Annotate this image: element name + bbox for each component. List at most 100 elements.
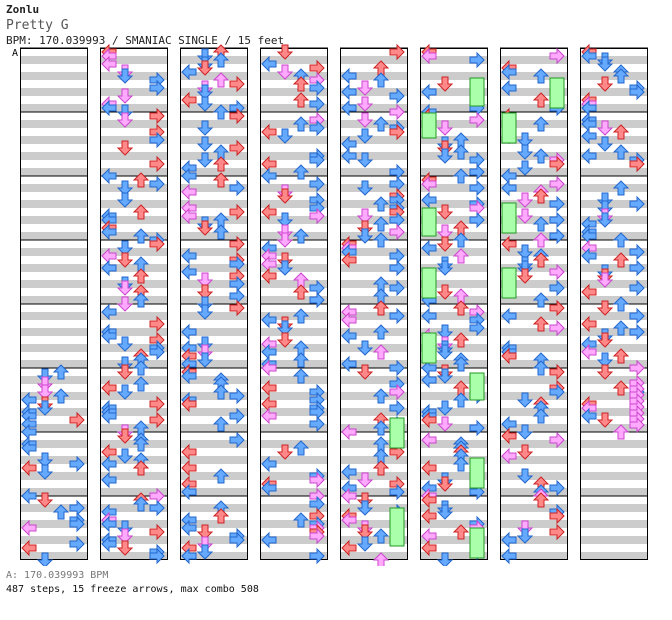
step-arrow xyxy=(101,223,117,241)
freeze-arrow xyxy=(501,112,517,144)
step-arrow xyxy=(149,547,165,565)
step-arrow xyxy=(196,60,214,76)
step-arrow xyxy=(436,504,454,520)
step-arrow xyxy=(532,216,550,232)
step-arrow xyxy=(549,279,565,297)
step-arrow xyxy=(229,107,245,125)
step-arrow xyxy=(389,399,405,417)
step-arrow xyxy=(276,44,294,60)
step-arrow xyxy=(101,471,117,489)
step-arrow xyxy=(181,547,197,565)
step-arrow xyxy=(101,327,117,345)
step-arrow xyxy=(212,104,230,120)
step-arrow xyxy=(181,483,197,501)
step-arrow xyxy=(292,440,310,456)
step-arrow xyxy=(356,524,374,540)
step-arrow xyxy=(341,327,357,345)
step-arrow xyxy=(516,444,534,460)
step-arrow xyxy=(372,344,390,360)
step-arrow xyxy=(629,243,645,261)
step-arrow xyxy=(181,263,197,281)
step-arrow xyxy=(612,144,630,160)
step-arrow xyxy=(309,527,325,545)
step-chart xyxy=(20,43,648,566)
step-arrow xyxy=(196,96,214,112)
step-arrow xyxy=(341,311,357,329)
step-arrow xyxy=(229,75,245,93)
step-arrow xyxy=(612,232,630,248)
step-arrow xyxy=(292,228,310,244)
step-arrow xyxy=(101,99,117,117)
step-arrow xyxy=(341,99,357,117)
step-arrow xyxy=(436,344,454,360)
step-arrow xyxy=(116,528,134,544)
step-arrow xyxy=(532,116,550,132)
step-arrow xyxy=(276,232,294,248)
freeze-arrow xyxy=(389,507,405,547)
step-arrow xyxy=(356,80,374,96)
step-arrow xyxy=(212,468,230,484)
step-arrow xyxy=(229,203,245,221)
freeze-arrow xyxy=(469,457,485,489)
step-arrow xyxy=(501,531,517,549)
step-arrow xyxy=(421,239,437,257)
step-arrow xyxy=(116,448,134,464)
step-arrow xyxy=(612,296,630,312)
step-arrow xyxy=(261,311,277,329)
step-arrow xyxy=(596,364,614,380)
step-arrow xyxy=(292,76,310,92)
step-arrow xyxy=(309,95,325,113)
step-arrow xyxy=(421,411,437,429)
step-arrow xyxy=(532,316,550,332)
step-arrow xyxy=(292,164,310,180)
step-arrow xyxy=(261,407,277,425)
step-arrow xyxy=(116,68,134,84)
step-arrow xyxy=(612,380,630,396)
step-arrow xyxy=(149,395,165,413)
step-arrow xyxy=(276,444,294,460)
step-arrow xyxy=(436,76,454,92)
step-arrow xyxy=(469,51,485,69)
step-arrow xyxy=(436,224,454,240)
step-arrow xyxy=(181,323,197,341)
step-arrow xyxy=(196,220,214,236)
step-arrow xyxy=(436,368,454,384)
step-arrow xyxy=(596,56,614,72)
step-arrow xyxy=(181,367,197,385)
step-arrow xyxy=(596,352,614,368)
step-arrow xyxy=(276,64,294,80)
step-arrow xyxy=(196,284,214,300)
step-arrow xyxy=(389,43,405,61)
step-arrow xyxy=(389,483,405,501)
step-arrow xyxy=(309,291,325,309)
step-arrow xyxy=(132,172,150,188)
step-arrow xyxy=(52,364,70,380)
step-arrow xyxy=(356,96,374,112)
step-arrow xyxy=(229,139,245,157)
chart-column xyxy=(500,47,568,560)
step-arrow xyxy=(612,424,630,440)
step-arrow xyxy=(196,272,214,288)
step-arrow xyxy=(21,539,37,557)
step-arrow xyxy=(372,420,390,436)
step-arrow xyxy=(261,55,277,73)
step-arrow xyxy=(421,191,437,209)
step-arrow xyxy=(389,359,405,377)
step-arrow xyxy=(101,167,117,185)
step-arrow xyxy=(309,547,325,565)
step-arrow xyxy=(69,535,85,553)
step-arrow xyxy=(149,79,165,97)
step-arrow xyxy=(469,111,485,129)
step-arrow xyxy=(516,244,534,260)
step-arrow xyxy=(612,252,630,268)
step-arrow xyxy=(516,208,534,224)
step-arrow xyxy=(181,247,197,265)
step-arrow xyxy=(389,87,405,105)
step-arrow xyxy=(212,52,230,68)
step-arrow xyxy=(516,528,534,544)
step-arrow xyxy=(581,47,597,65)
step-arrow xyxy=(149,411,165,429)
step-arrow xyxy=(452,144,470,160)
step-arrow xyxy=(341,463,357,481)
step-arrow xyxy=(149,155,165,173)
